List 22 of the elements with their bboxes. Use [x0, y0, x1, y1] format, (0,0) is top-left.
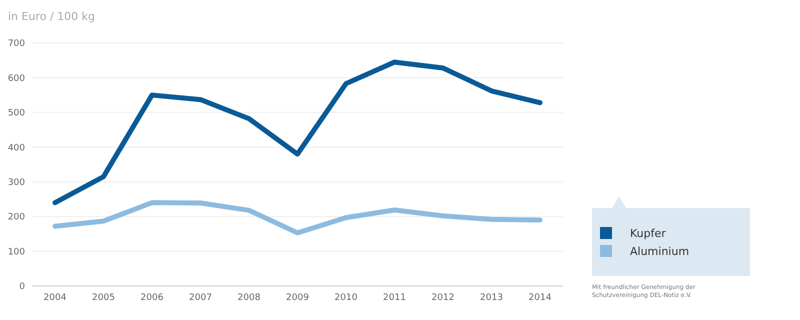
y-tick-label: 100 [8, 247, 26, 258]
x-tick-label: 2013 [480, 293, 503, 303]
y-tick-label: 200 [8, 212, 26, 223]
y-tick-label: 300 [8, 178, 26, 188]
x-tick-label: 2005 [92, 293, 115, 303]
y-tick-label: 600 [8, 74, 26, 84]
x-tick-label: 2007 [189, 293, 212, 303]
x-tick-label: 2009 [286, 293, 310, 303]
y-tick-label: 700 [8, 39, 26, 50]
y-tick-label: 0 [19, 282, 26, 292]
x-tick-label: 2004 [44, 293, 67, 303]
legend-label: Aluminium [630, 244, 690, 258]
x-tick-label: 2008 [238, 293, 261, 303]
x-tick-label: 2011 [383, 293, 406, 303]
y-tick-label: 500 [8, 108, 26, 119]
x-tick-label: 2010 [334, 293, 358, 303]
legend-label: Kupfer [630, 226, 666, 240]
x-tick-label: 2006 [140, 293, 164, 303]
y-tick-label: 400 [8, 143, 26, 154]
x-tick-label: 2012 [432, 293, 454, 303]
y-axis-title: in Euro / 100 kg [8, 10, 96, 23]
x-tick-label: 2014 [528, 293, 552, 303]
